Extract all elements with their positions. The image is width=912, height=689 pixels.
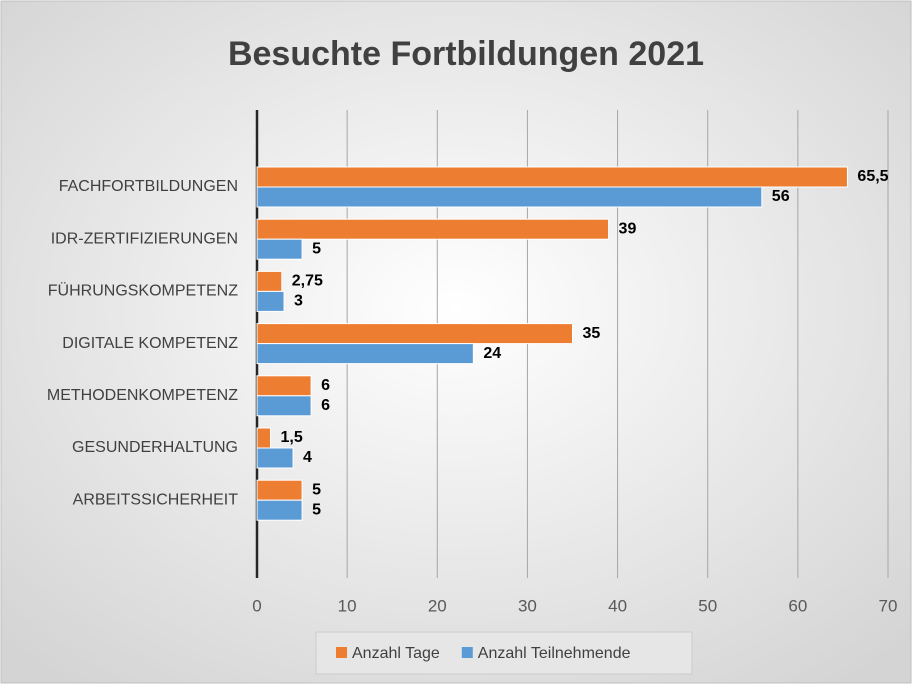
data-label: 39 bbox=[619, 220, 637, 237]
y-tick-label: DIGITALE KOMPETENZ bbox=[62, 335, 238, 352]
x-tick-label: 30 bbox=[518, 596, 537, 615]
bar bbox=[256, 218, 610, 240]
bar bbox=[256, 447, 294, 469]
data-label: 5 bbox=[312, 481, 321, 498]
y-tick-label: ARBEITSSICHERHEIT bbox=[73, 491, 239, 508]
data-label: 24 bbox=[483, 345, 501, 362]
y-tick-label: IDR-ZERTIFIZIERUNGEN bbox=[51, 230, 238, 247]
data-label: 4 bbox=[303, 449, 312, 466]
legend-swatch bbox=[461, 647, 473, 658]
x-tick-label: 0 bbox=[252, 596, 261, 615]
x-tick-label: 40 bbox=[608, 596, 627, 615]
data-label: 5 bbox=[312, 240, 321, 257]
bar bbox=[256, 479, 303, 501]
x-tick-label: 20 bbox=[428, 596, 447, 615]
data-label: 6 bbox=[321, 377, 330, 394]
legend-label: Anzahl Tage bbox=[352, 645, 440, 662]
bar bbox=[256, 427, 272, 449]
x-tick-label: 10 bbox=[338, 596, 357, 615]
chart-title: Besuchte Fortbildungen 2021 bbox=[228, 35, 704, 73]
data-label: 56 bbox=[772, 188, 790, 205]
data-label: 5 bbox=[312, 501, 321, 518]
x-tick-label: 70 bbox=[879, 596, 898, 615]
data-label: 65,5 bbox=[857, 168, 888, 185]
legend-swatch bbox=[336, 647, 347, 658]
x-tick-label: 50 bbox=[698, 596, 717, 615]
bar bbox=[256, 166, 848, 188]
data-label: 2,75 bbox=[292, 273, 323, 290]
bar bbox=[256, 270, 283, 292]
y-tick-label: FACHFORTBILDUNGEN bbox=[59, 178, 238, 195]
data-label: 35 bbox=[583, 325, 601, 342]
y-tick-label: METHODENKOMPETENZ bbox=[47, 387, 238, 404]
bar bbox=[256, 395, 312, 417]
legend-label: Anzahl Teilnehmende bbox=[478, 645, 631, 662]
bar bbox=[256, 323, 573, 345]
bar bbox=[256, 499, 303, 521]
bar bbox=[256, 238, 303, 260]
y-tick-label: GESUNDERHALTUNG bbox=[72, 439, 238, 456]
legend bbox=[315, 631, 693, 675]
y-tick-label: FÜHRUNGSKOMPETENZ bbox=[48, 282, 238, 300]
data-label: 3 bbox=[294, 293, 303, 310]
x-tick-label: 60 bbox=[788, 596, 807, 615]
data-label: 6 bbox=[321, 397, 330, 414]
bar bbox=[256, 375, 312, 397]
bar bbox=[256, 290, 285, 312]
data-label: 1,5 bbox=[281, 429, 303, 446]
bar bbox=[256, 186, 763, 208]
bar bbox=[256, 343, 474, 365]
